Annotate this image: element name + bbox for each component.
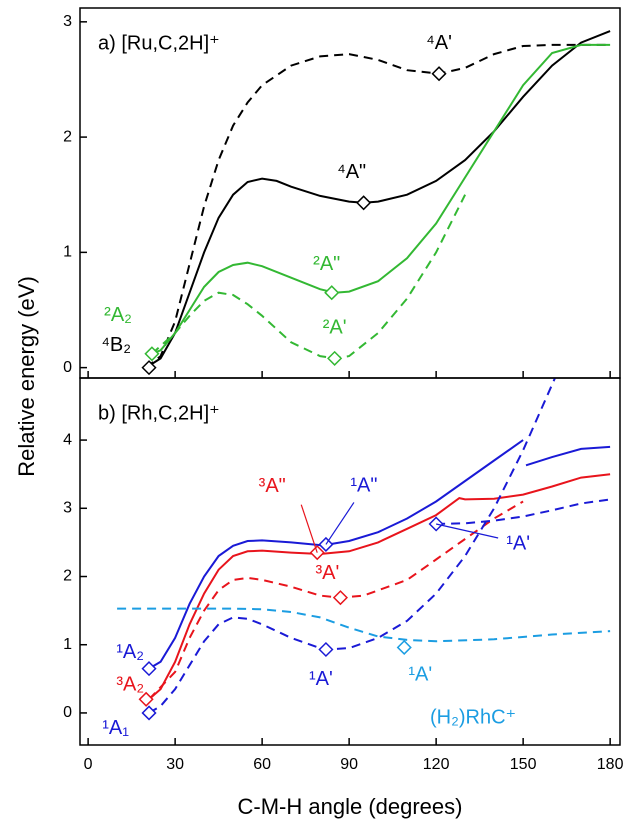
point-label: ³A' [316, 562, 340, 584]
point-marker [141, 360, 157, 376]
y-tick-label: 2 [63, 128, 72, 145]
point-marker [144, 346, 160, 362]
plot-frame [79, 7, 621, 379]
curve [436, 498, 611, 525]
point-label: ¹A' [408, 664, 432, 686]
x-tick-label: 180 [597, 756, 624, 773]
curve [148, 439, 611, 670]
point-marker [141, 661, 157, 677]
leader-line [300, 504, 318, 553]
y-tick-label: 3 [63, 500, 72, 517]
point-marker [327, 350, 343, 366]
curve [148, 473, 611, 701]
point-marker [428, 516, 444, 532]
curve [145, 30, 611, 369]
point-label: ²A' [323, 317, 347, 339]
point-marker [332, 590, 348, 606]
point-marker [141, 705, 157, 721]
y-tick-label: 1 [63, 244, 72, 261]
point-marker [396, 639, 412, 656]
x-tick-label: 120 [423, 756, 450, 773]
x-axis-label: C-M-H angle (degrees) [238, 794, 463, 819]
leader-line [325, 502, 355, 545]
plot-frame [79, 377, 621, 746]
y-axis-label: Relative energy (eV) [14, 276, 39, 477]
point-label: ⁴B₂ [101, 334, 131, 356]
curve [151, 194, 466, 360]
point-label: ⁴A' [426, 32, 452, 54]
x-tick-label: 60 [253, 756, 271, 773]
y-tick-label: 0 [63, 359, 72, 376]
curve [151, 43, 611, 355]
y-tick-label: 4 [63, 431, 72, 448]
point-marker [138, 691, 154, 707]
point-label: ³A" [259, 475, 286, 497]
curve [145, 43, 611, 369]
point-label: ²A₂ [104, 304, 132, 326]
point-marker [309, 545, 325, 561]
curve [148, 377, 556, 714]
curve [117, 607, 611, 643]
point-label: ²A" [313, 253, 340, 275]
point-label: ¹A₂ [116, 641, 144, 663]
point-label: ¹A' [506, 532, 530, 554]
point-label: ¹A₁ [102, 717, 129, 739]
curve-label: (H₂)RhC⁺ [430, 706, 516, 728]
y-tick-label: 0 [63, 704, 72, 721]
x-tick-label: 30 [166, 756, 184, 773]
leader-line [436, 523, 499, 539]
y-tick-label: 2 [63, 568, 72, 585]
panel-title: a) [Ru,C,2H]⁺ [98, 32, 220, 54]
point-label: ³A₂ [116, 674, 144, 696]
point-marker [324, 285, 340, 301]
x-tick-label: 90 [340, 756, 358, 773]
panel-title: b) [Rh,C,2H]⁺ [98, 402, 220, 424]
point-label: ¹A" [350, 475, 377, 497]
x-tick-label: 0 [84, 756, 93, 773]
point-label: ⁴A" [337, 161, 366, 183]
point-marker [356, 195, 372, 211]
point-marker [431, 66, 447, 82]
point-label: ¹A' [309, 668, 333, 690]
y-tick-label: 1 [63, 636, 72, 653]
curve [148, 500, 524, 700]
y-tick-label: 3 [63, 13, 72, 30]
x-tick-label: 150 [510, 756, 537, 773]
point-marker [318, 641, 334, 658]
